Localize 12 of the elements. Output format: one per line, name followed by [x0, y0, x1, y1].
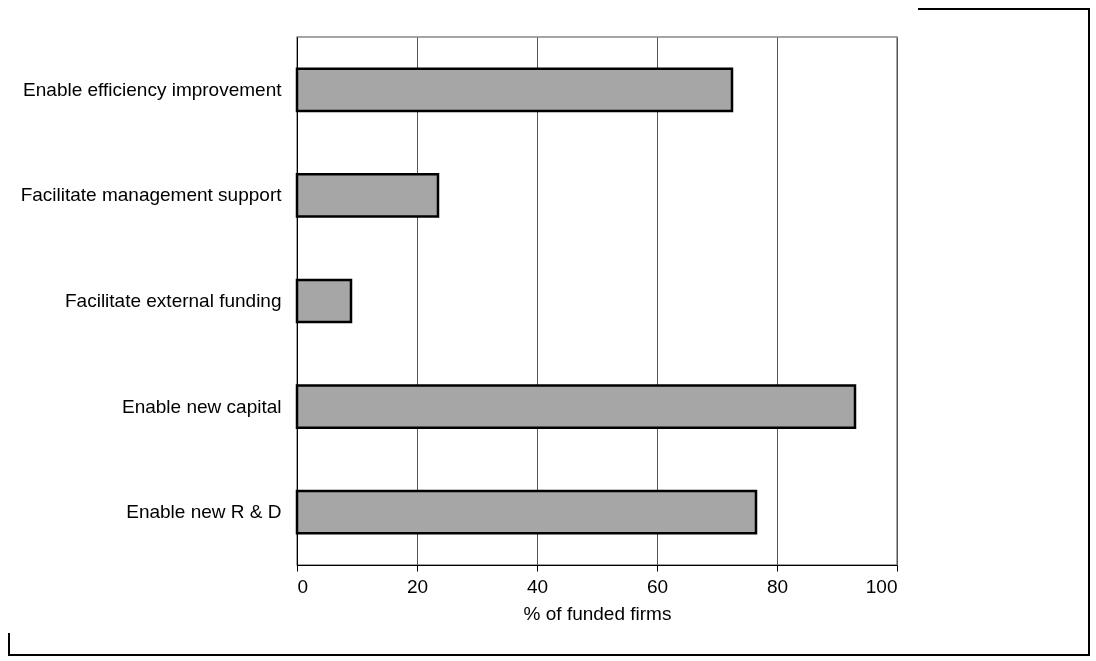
x-tick-label: 80: [766, 575, 789, 597]
y-tick-label: Facilitate management support: [20, 184, 283, 206]
x-tick-label: 100: [865, 575, 898, 597]
x-tick-label: 60: [646, 575, 669, 597]
x-tick-label: 40: [526, 575, 549, 597]
y-tick-label: Enable new R & D: [126, 501, 282, 523]
x-tick-label: 20: [406, 575, 429, 597]
y-tick-label: Enable new capital: [122, 395, 282, 417]
y-tick-label: Facilitate external funding: [64, 290, 282, 311]
y-tick-label: Enable efficiency improvement: [23, 78, 283, 100]
x-tick-label: 0: [297, 575, 309, 597]
x-axis-title: % of funded firms: [523, 602, 672, 624]
